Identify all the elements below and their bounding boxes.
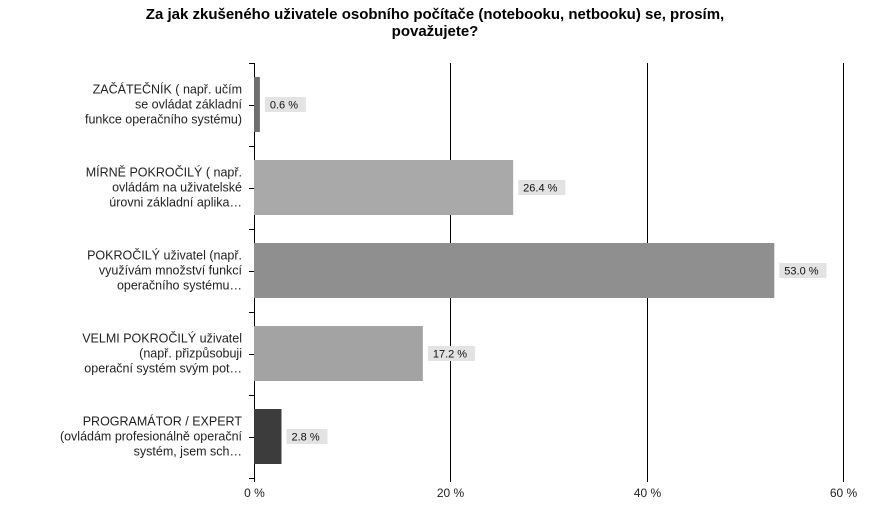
category-label: (např. přizpůsobuji (139, 347, 242, 361)
category-label: VELMI POKROČILÝ uživatel (82, 331, 242, 346)
bar (254, 326, 423, 381)
value-label: 17.2 % (433, 349, 467, 361)
category-label: PROGRAMÁTOR / EXPERT (83, 414, 243, 429)
chart-title-line-1: Za jak zkušeného uživatele osobního počí… (145, 6, 725, 23)
category-label: úrovni základní aplika… (109, 196, 242, 210)
category-label: (ovládám profesionálně operační (60, 430, 243, 444)
x-tick-label: 40 % (634, 486, 662, 500)
category-label: ZAČÁTEČNÍK ( např. učím (93, 82, 242, 97)
x-tick-label: 20 % (437, 486, 465, 500)
bar (254, 409, 282, 464)
category-label: MÍRNĚ POKROČILÝ ( např. (86, 165, 242, 180)
category-label: využívám množství funkcí (99, 264, 243, 278)
bar (254, 243, 775, 298)
value-label-bg (427, 346, 476, 361)
chart-title: Za jak zkušeného uživatele osobního počí… (0, 6, 870, 40)
x-tick-label: 60 % (830, 486, 858, 500)
category-label: se ovládat základní (135, 98, 243, 112)
category-label: operačního systému… (117, 279, 242, 293)
x-tick-label: 0 % (244, 486, 265, 500)
category-label: operační systém svým pot… (84, 362, 242, 376)
bar (254, 77, 260, 132)
value-label: 0.6 % (270, 100, 298, 112)
value-label: 53.0 % (784, 266, 818, 278)
value-label-bg (518, 180, 566, 195)
value-label: 2.8 % (291, 432, 319, 444)
value-label-bg (779, 263, 827, 278)
value-label-bg (286, 429, 328, 444)
category-label: POKROČILÝ uživatel (např. (87, 248, 242, 263)
category-label: funkce operačního systému) (85, 113, 242, 127)
value-label-bg (264, 97, 306, 112)
chart-title-line-2: považujete? (391, 23, 479, 40)
category-label: systém, jsem sch… (134, 445, 242, 459)
category-label: ovládám na uživatelské (112, 181, 242, 195)
value-label: 26.4 % (523, 183, 557, 195)
bar (254, 160, 514, 215)
